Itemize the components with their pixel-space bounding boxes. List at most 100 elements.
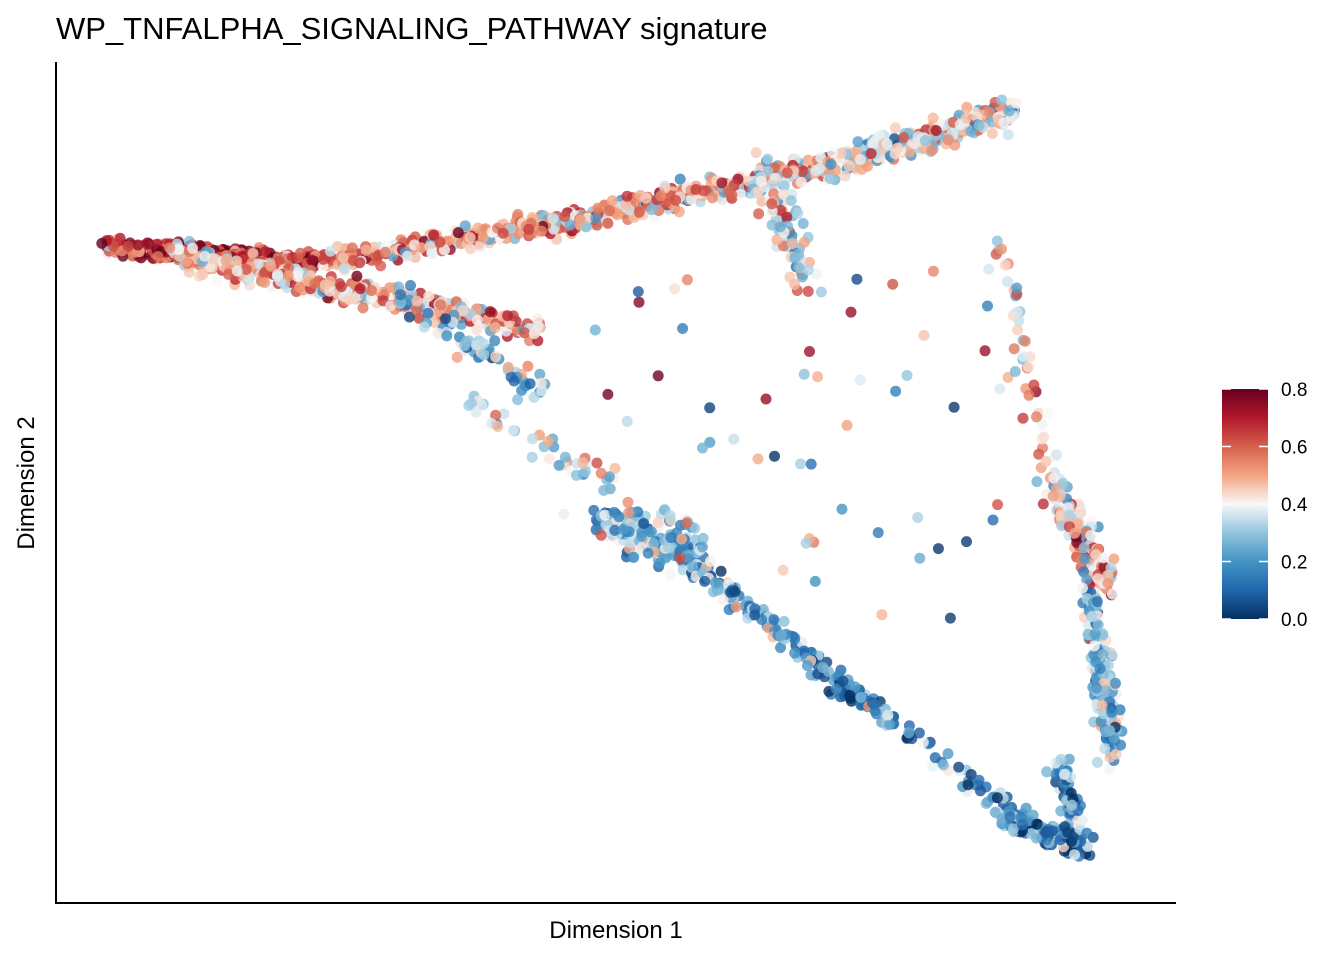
scatter-point bbox=[1003, 105, 1015, 117]
scatter-point bbox=[674, 552, 686, 564]
scatter-point bbox=[477, 231, 489, 243]
scatter-point bbox=[841, 419, 853, 431]
scatter-point bbox=[843, 160, 855, 172]
scatter-point bbox=[1036, 419, 1048, 430]
scatter-point bbox=[823, 666, 834, 678]
scatter-point bbox=[337, 252, 349, 264]
scatter-point bbox=[1011, 306, 1023, 318]
scatter-point bbox=[1091, 596, 1103, 608]
scatter-point bbox=[937, 759, 949, 771]
scatter-point bbox=[366, 292, 377, 304]
scatter-point bbox=[523, 223, 535, 235]
scatter-point bbox=[762, 153, 774, 165]
scatter-point bbox=[785, 195, 797, 207]
scatter-point bbox=[577, 457, 589, 469]
scatter-point bbox=[324, 245, 336, 257]
scatter-point bbox=[1031, 476, 1043, 488]
scatter-point bbox=[1105, 562, 1117, 574]
scatter-point bbox=[464, 232, 476, 244]
scatter-point bbox=[965, 769, 977, 780]
scatter-point bbox=[930, 125, 942, 136]
scatter-point bbox=[734, 189, 746, 200]
scatter-point bbox=[1086, 611, 1098, 622]
scatter-point bbox=[676, 533, 688, 545]
scatter-point bbox=[415, 242, 427, 254]
scatter-point bbox=[835, 147, 847, 159]
scatter-point bbox=[544, 453, 555, 465]
scatter-point bbox=[519, 327, 531, 339]
scatter-point bbox=[590, 212, 602, 224]
scatter-point bbox=[687, 561, 699, 573]
scatter-point bbox=[953, 761, 965, 773]
scatter-point bbox=[1020, 802, 1032, 814]
scatter-point bbox=[1022, 361, 1034, 373]
scatter-point bbox=[164, 242, 176, 254]
scatter-point bbox=[489, 322, 501, 333]
scatter-point bbox=[1090, 549, 1102, 561]
scatter-point bbox=[673, 206, 685, 218]
scatter-point bbox=[1104, 751, 1116, 763]
scatter-point bbox=[728, 433, 740, 445]
scatter-point bbox=[617, 523, 629, 535]
scatter-point bbox=[1115, 739, 1127, 751]
scatter-point bbox=[1002, 129, 1014, 141]
scatter-point bbox=[996, 94, 1008, 106]
scatter-point bbox=[1040, 456, 1052, 467]
scatter-point bbox=[778, 615, 790, 627]
scatter-point bbox=[623, 507, 635, 519]
scatter-point bbox=[890, 385, 902, 397]
scatter-point bbox=[1008, 343, 1020, 355]
scatter-point bbox=[441, 330, 453, 342]
scatter-point bbox=[502, 310, 514, 322]
scatter-point bbox=[986, 128, 998, 139]
scatter-point bbox=[872, 527, 884, 539]
scatter-point bbox=[699, 575, 711, 587]
scatter-point bbox=[470, 406, 482, 418]
scatter-point bbox=[282, 270, 294, 282]
scatter-point bbox=[598, 484, 610, 496]
scatter-point bbox=[725, 586, 736, 598]
scatter-point bbox=[451, 351, 463, 363]
scatter-point bbox=[471, 314, 483, 326]
scatter-point bbox=[789, 278, 801, 290]
scatter-point bbox=[1037, 498, 1049, 510]
scatter-point bbox=[223, 268, 234, 280]
scatter-point bbox=[1107, 588, 1118, 600]
scatter-point bbox=[1059, 821, 1071, 833]
scatter-point bbox=[183, 266, 195, 278]
scatter-point bbox=[1063, 753, 1075, 765]
scatter-point bbox=[901, 370, 913, 381]
scatter-point bbox=[1007, 823, 1019, 835]
scatter-point bbox=[220, 255, 232, 267]
scatter-point bbox=[457, 305, 469, 317]
scatter-point bbox=[633, 206, 645, 218]
scatter-point bbox=[338, 262, 350, 274]
scatter-point bbox=[1030, 832, 1042, 844]
scatter-point bbox=[1048, 472, 1060, 484]
scatter-point bbox=[752, 186, 764, 198]
scatter-point bbox=[798, 236, 810, 248]
scatter-point bbox=[715, 565, 727, 577]
scatter-point bbox=[994, 383, 1006, 395]
scatter-point bbox=[793, 262, 805, 274]
scatter-point bbox=[825, 158, 837, 170]
scatter-point bbox=[862, 160, 873, 172]
scatter-point bbox=[991, 792, 1003, 804]
scatter-point bbox=[379, 246, 391, 258]
scatter-point bbox=[1099, 685, 1111, 697]
scatter-point bbox=[775, 630, 787, 642]
scatter-point bbox=[1051, 449, 1063, 461]
scatter-point bbox=[1038, 431, 1050, 443]
scatter-point bbox=[898, 132, 910, 143]
scatter-point bbox=[914, 552, 926, 564]
scatter-point bbox=[122, 240, 134, 252]
scatter-point bbox=[697, 532, 709, 544]
scatter-point bbox=[273, 255, 285, 267]
scatter-point bbox=[354, 257, 366, 269]
scatter-point bbox=[798, 368, 810, 380]
scatter-point bbox=[1077, 582, 1088, 594]
scatter-point bbox=[534, 321, 546, 333]
scatter-point bbox=[750, 147, 762, 159]
scatter-point bbox=[152, 251, 164, 263]
scatter-point bbox=[558, 508, 570, 520]
